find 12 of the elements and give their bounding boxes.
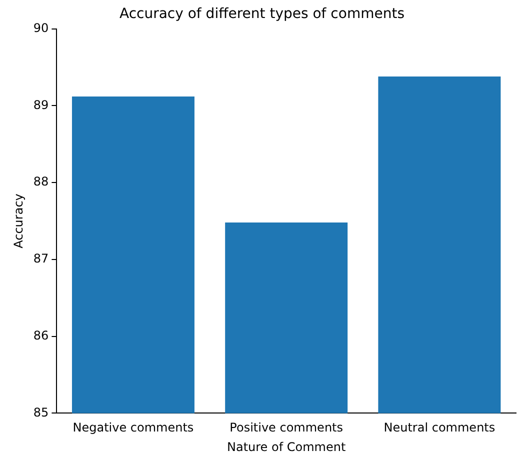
y-tick-label: 85 — [33, 405, 49, 420]
y-axis-title: Accuracy — [11, 194, 26, 248]
x-axis-title: Nature of Comment — [226, 440, 346, 454]
y-tick-label: 88 — [33, 174, 49, 189]
y-tick-label: 90 — [33, 20, 49, 35]
x-tick-label: Positive comments — [230, 420, 344, 435]
x-tick-label: Neutral comments — [384, 420, 496, 435]
chart-title: Accuracy of different types of comments — [120, 6, 404, 22]
y-tick-label: 87 — [33, 252, 49, 266]
y-tick-label: 86 — [33, 328, 49, 342]
y-tick-label: 89 — [33, 98, 49, 112]
x-tick-label: Negative comments — [72, 420, 194, 435]
